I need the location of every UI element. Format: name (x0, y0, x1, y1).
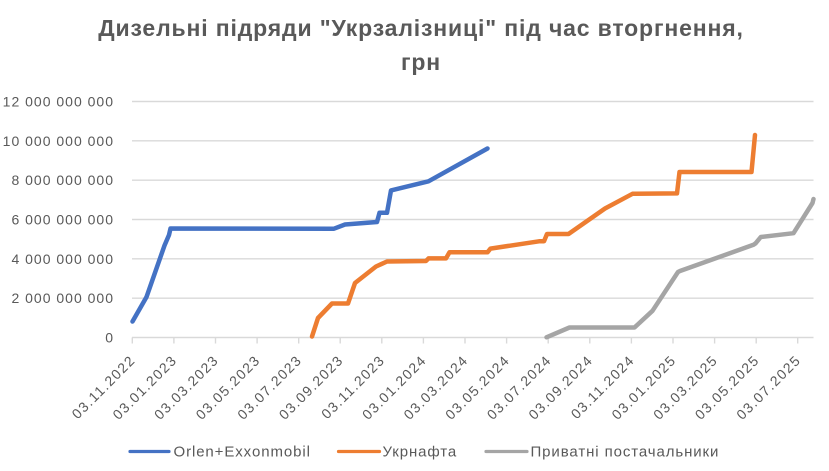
svg-text:4 000 000 000: 4 000 000 000 (11, 251, 114, 267)
svg-text:10 000 000 000: 10 000 000 000 (3, 133, 114, 149)
svg-text:2 000 000 000: 2 000 000 000 (11, 290, 114, 306)
svg-text:Приватні постачальники: Приватні постачальники (531, 444, 720, 461)
svg-text:12 000 000 000: 12 000 000 000 (3, 94, 114, 110)
svg-text:0: 0 (105, 330, 114, 346)
svg-text:6 000 000 000: 6 000 000 000 (11, 212, 114, 228)
svg-text:Дизельні підряди "Укрзалізниці: Дизельні підряди "Укрзалізниці" під час … (98, 15, 744, 41)
svg-text:Orlen+Exxonmobil: Orlen+Exxonmobil (174, 444, 311, 461)
svg-text:Укрнафта: Укрнафта (383, 444, 458, 461)
svg-text:грн: грн (401, 49, 441, 75)
svg-text:8 000 000 000: 8 000 000 000 (11, 172, 114, 188)
